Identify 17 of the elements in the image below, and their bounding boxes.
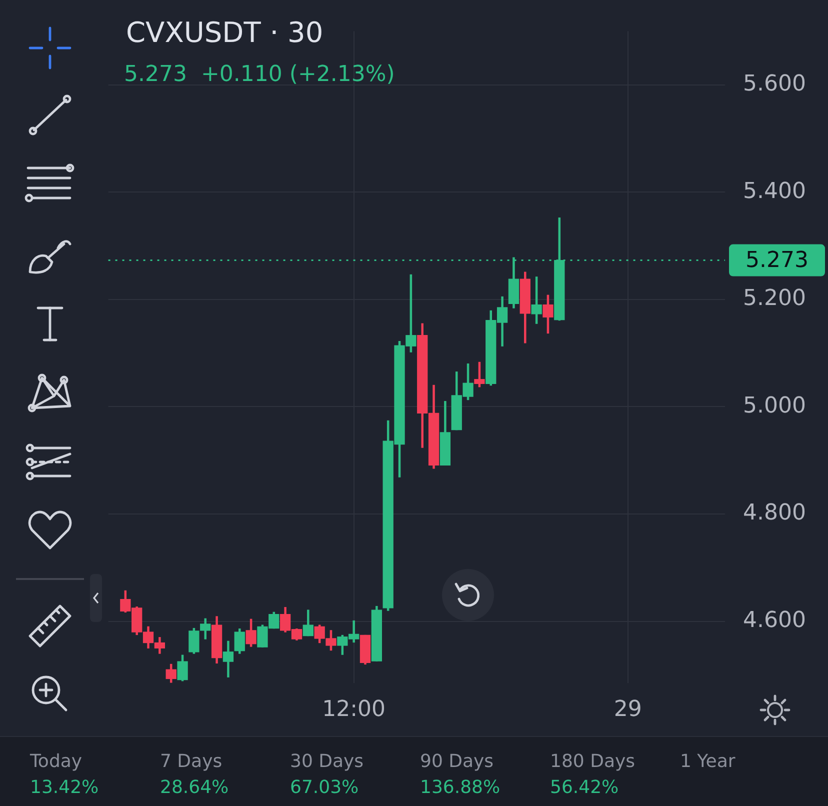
ref-line-label: 5.273 — [746, 248, 808, 273]
y-tick-label: 5.000 — [743, 393, 806, 418]
y-tick-label: 5.400 — [743, 178, 806, 204]
text: 30 Days 67.03% — [290, 750, 364, 800]
y-tick-label: 5.200 — [743, 286, 806, 312]
x-tick-label: 12:00 — [322, 696, 386, 722]
text: 7 Days 28.64% — [160, 750, 229, 800]
y-tick-label: 5.600 — [743, 72, 806, 97]
text: 180 Days 56.42% — [550, 750, 635, 800]
x-tick-label: 29 — [614, 696, 642, 722]
chart-title: CVXUSDT · 30 — [126, 16, 324, 49]
text: 1 Year — [680, 750, 736, 774]
y-tick-label: 4.800 — [743, 500, 806, 526]
text: 5.273 +0.110 (+2.13%) — [124, 62, 395, 87]
text: 90 Days 136.88% — [420, 750, 500, 800]
y-tick-label: 4.600 — [743, 608, 806, 634]
text: Today 13.42% — [30, 750, 99, 800]
